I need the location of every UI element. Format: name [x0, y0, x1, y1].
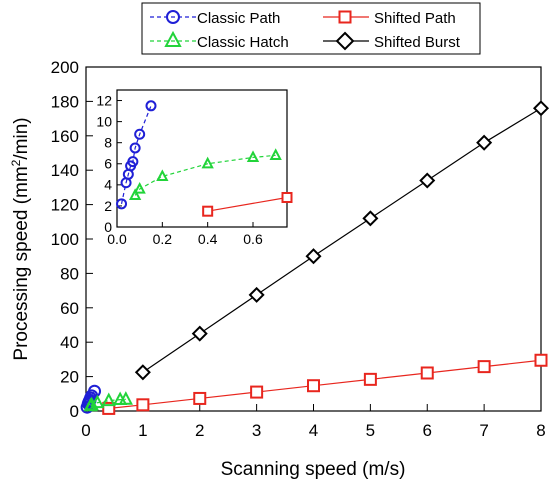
legend-entry-shifted-path: Shifted Path	[323, 10, 456, 27]
data-point-shifted-path	[307, 379, 320, 393]
data-point-classic-path	[116, 198, 128, 210]
data-point-classic-hatch	[133, 181, 146, 194]
series-shifted-path	[202, 191, 293, 217]
data-point-shifted-burst	[362, 210, 379, 227]
y-tick-label: 0	[104, 219, 112, 235]
x-tick-label: 0	[81, 421, 90, 440]
series-shifted-path	[102, 353, 548, 415]
y-axis-label-main: Processing speed (mm	[11, 166, 32, 360]
series-classic-hatch	[83, 391, 133, 412]
data-point-classic-path	[134, 128, 146, 140]
y-tick-label: 200	[51, 58, 79, 77]
data-point-classic-hatch	[201, 156, 214, 169]
y-tick-label: 120	[51, 196, 79, 215]
legend: Classic Path Shifted Path Classic Hatch …	[141, 2, 481, 55]
series-line-shifted-burst	[142, 107, 542, 373]
data-point-shifted-path	[420, 366, 434, 380]
data-point-shifted-burst	[419, 172, 436, 189]
y-tick-label: 6	[104, 156, 112, 172]
x-tick-label: 0.2	[153, 231, 173, 247]
y-tick-label: 20	[60, 368, 79, 387]
data-point-shifted-path	[202, 205, 214, 217]
y-axis-label-tail: /min)	[11, 117, 32, 159]
data-point-classic-path	[129, 142, 141, 154]
x-tick-label: 6	[423, 421, 432, 440]
x-tick-label: 0.0	[107, 231, 127, 247]
legend-box	[141, 2, 481, 55]
inset-plot-series	[116, 100, 293, 217]
y-tick-label: 80	[60, 264, 79, 283]
data-point-classic-hatch	[128, 188, 142, 200]
series-line-shifted-path	[108, 359, 542, 410]
x-tick-label: 1	[138, 421, 147, 440]
x-tick-label: 0.4	[198, 231, 218, 247]
data-point-shifted-burst	[476, 134, 493, 151]
inset-plot-frame	[116, 89, 288, 228]
y-axis-label-sup: 2	[9, 159, 23, 166]
legend-label-classic-hatch: Classic Hatch	[197, 34, 289, 51]
x-tick-label: 7	[479, 421, 488, 440]
x-tick-label: 0.6	[243, 231, 263, 247]
data-point-shifted-path	[477, 360, 491, 374]
data-point-classic-hatch	[156, 169, 169, 182]
x-tick-label: 4	[309, 421, 318, 440]
data-point-shifted-burst	[191, 325, 208, 342]
data-point-shifted-path	[250, 385, 264, 399]
x-tick-label: 5	[366, 421, 375, 440]
data-point-shifted-path	[136, 398, 150, 412]
y-tick-label: 60	[60, 299, 79, 318]
data-point-shifted-path	[281, 191, 293, 203]
y-tick-label: 160	[51, 127, 79, 146]
data-point-shifted-burst	[532, 100, 550, 117]
series-line-classic-path	[120, 105, 152, 204]
data-point-shifted-burst	[305, 248, 322, 265]
data-point-shifted-path	[193, 391, 207, 405]
series-line-shifted-path	[207, 196, 288, 212]
data-point-classic-path	[145, 100, 157, 112]
y-tick-label: 180	[51, 92, 79, 111]
y-tick-label: 40	[60, 333, 79, 352]
y-tick-label: 12	[96, 92, 112, 108]
data-point-classic-hatch	[101, 392, 116, 407]
legend-entry-shifted-burst: Shifted Burst	[323, 31, 461, 51]
data-point-classic-hatch	[246, 150, 260, 163]
series-line-classic-hatch	[134, 154, 276, 196]
data-point-classic-hatch	[118, 391, 133, 405]
series-classic-path	[116, 100, 157, 210]
main-plot-series	[80, 100, 550, 415]
x-tick-label: 8	[536, 421, 545, 440]
data-point-shifted-burst	[134, 364, 151, 381]
data-point-classic-path	[127, 156, 139, 168]
data-point-shifted-path	[363, 372, 377, 386]
y-tick-label: 2	[104, 198, 112, 214]
legend-entry-classic-hatch: Classic Hatch	[150, 30, 289, 51]
data-point-classic-hatch	[90, 394, 105, 409]
y-tick-label: 0	[70, 402, 79, 421]
series-shifted-burst	[134, 100, 550, 381]
y-tick-label: 4	[104, 177, 112, 193]
inset-axis-ticks: 0.0 0.2 0.4 0.6 0 2 4 6 8 10 12	[96, 92, 263, 247]
data-point-shifted-path	[102, 401, 116, 415]
data-point-shifted-path	[534, 353, 548, 367]
legend-label-shifted-path: Shifted Path	[374, 10, 456, 27]
y-tick-label: 10	[96, 114, 112, 130]
y-axis-label: Processing speed (mm2/min)	[9, 117, 32, 360]
legend-label-shifted-burst: Shifted Burst	[374, 34, 461, 51]
x-tick-label: 3	[252, 421, 261, 440]
y-tick-label: 140	[51, 161, 79, 180]
data-point-shifted-burst	[248, 286, 265, 303]
x-axis-label: Scanning speed (m/s)	[221, 459, 406, 480]
x-tick-label: 2	[195, 421, 204, 440]
legend-entry-classic-path: Classic Path	[150, 10, 280, 27]
y-tick-label: 100	[51, 230, 79, 249]
data-point-classic-hatch	[269, 148, 282, 160]
y-tick-label: 8	[104, 135, 112, 151]
series-line-classic-hatch	[90, 398, 126, 407]
data-point-classic-path	[88, 384, 102, 398]
legend-label-classic-path: Classic Path	[197, 10, 280, 27]
series-classic-hatch	[128, 148, 282, 200]
